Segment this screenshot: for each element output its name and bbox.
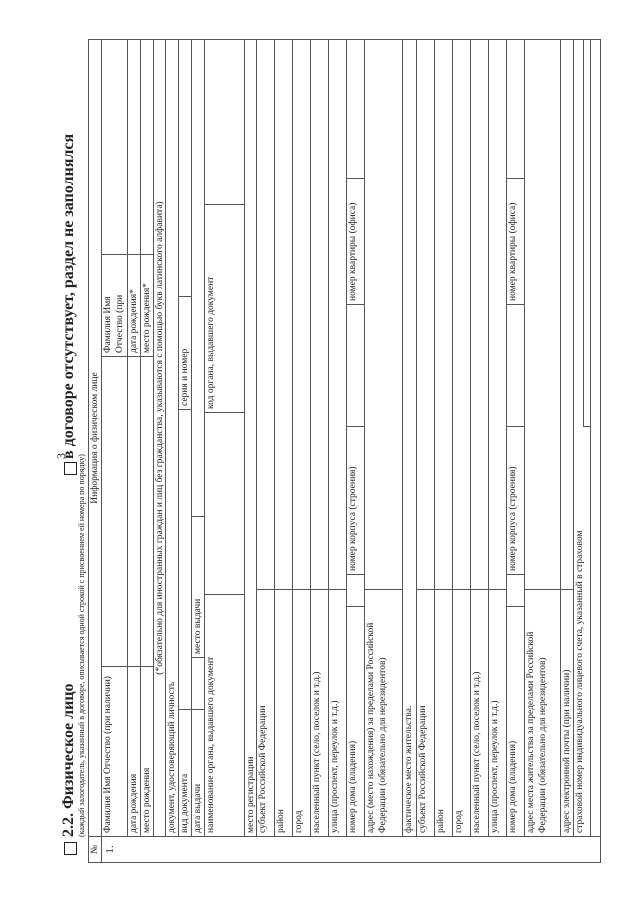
registration-label-district: район <box>274 589 293 837</box>
residence-apartment-value[interactable] <box>506 39 525 179</box>
label-issuer-code: код органа, выдавшего документ <box>204 204 245 413</box>
series-number-value[interactable] <box>178 39 192 297</box>
registration-abroad-value[interactable] <box>364 39 403 590</box>
issue-date-value[interactable] <box>191 657 205 710</box>
registration-label-subject: субъект Российской Федерации <box>256 589 275 837</box>
issuer-code-value[interactable] <box>204 39 245 205</box>
issue-place-value[interactable] <box>191 39 205 517</box>
residence-label-street: улица (проспект, переулок и т.д.) <box>488 589 507 837</box>
registration-building-value[interactable] <box>346 304 365 427</box>
registration-district-value[interactable] <box>274 39 293 590</box>
fio-value[interactable] <box>101 356 128 667</box>
registration-label-city: город <box>292 589 311 837</box>
residence-city-value[interactable] <box>452 39 471 590</box>
label-issue-date: дата выдачи <box>191 709 205 837</box>
label-doc-type: вид документа <box>178 709 192 837</box>
registration-label-house: номер дома (владения) <box>346 606 365 837</box>
section-absent-label: в договоре отсутствует, раздел не заполн… <box>60 133 77 459</box>
email-value[interactable] <box>560 39 574 590</box>
label-fio-latin: Фамилия Имя Отчество (при наличии)* <box>101 254 128 357</box>
residence-label-apartment: номер квартиры (офиса) <box>506 178 525 305</box>
doc-type-value[interactable] <box>178 409 192 710</box>
section-absent-checkbox[interactable] <box>64 462 77 475</box>
registration-street-value[interactable] <box>328 39 347 590</box>
residence-label-subject: субъект Российской Федерации <box>416 589 435 837</box>
label-pob-latin: место рождения* <box>140 254 154 357</box>
residence-house-value[interactable] <box>506 574 525 607</box>
label-issue-place: место выдачи <box>191 516 205 658</box>
residence-label-abroad: адрес места жительства за пределами Росс… <box>524 589 561 837</box>
registration-house-value[interactable] <box>346 574 365 607</box>
label-series-number: серия и номер <box>178 296 192 410</box>
registration-city-value[interactable] <box>292 39 311 590</box>
residence-street-value[interactable] <box>488 39 507 590</box>
registration-settlement-value[interactable] <box>310 39 329 590</box>
registration-label-apartment: номер квартиры (офиса) <box>346 178 365 305</box>
fio-latin-value[interactable] <box>101 39 128 255</box>
residence-label-house: номер дома (владения) <box>506 606 525 837</box>
section-subtitle: (каждый залогодатель, указанный в догово… <box>77 454 86 837</box>
residence-label-building: номер корпуса (строения) <box>506 426 525 575</box>
residence-building-value[interactable] <box>506 304 525 427</box>
registration-label-abroad: адрес (место нахождения) за пределами Ро… <box>364 589 403 837</box>
label-id-document: документ, удостоверяющий личность <box>165 39 179 837</box>
residence-label-city: город <box>452 589 471 837</box>
registration-label-settlement: населенный пункт (село, поселок и т.д.) <box>310 589 329 837</box>
residence-heading: фактическое место жительства. <box>402 39 417 837</box>
residence-district-value[interactable] <box>434 39 453 590</box>
registration-apartment-value[interactable] <box>346 39 365 179</box>
residence-label-district: район <box>434 589 453 837</box>
label-fio: Фамилия Имя Отчество (при наличии) <box>101 666 128 837</box>
residence-settlement-value[interactable] <box>470 39 489 590</box>
pob-latin-value[interactable] <box>140 39 154 255</box>
label-issuer-name: наименование органа, выдавшего документ <box>204 594 245 837</box>
section-title: 2.2. Физическое лицо <box>60 683 77 837</box>
row-number: 1. <box>101 836 601 863</box>
issuer-name-value[interactable] <box>204 412 245 595</box>
snils-continuation[interactable] <box>590 39 601 837</box>
label-dob-latin: дата рождения* <box>127 254 141 357</box>
registration-label-building: номер корпуса (строения) <box>346 426 365 575</box>
col-number-header: № п/п <box>88 836 102 863</box>
label-pob: место рождения <box>140 666 154 837</box>
col-info-header: Информация о физическом лице <box>88 39 102 837</box>
pob-value[interactable] <box>140 356 154 667</box>
registration-label-street: улица (проспект, переулок и т.д.) <box>328 589 347 837</box>
residence-label-settlement: населенный пункт (село, поселок и т.д.) <box>470 589 489 837</box>
residence-abroad-value[interactable] <box>524 39 561 590</box>
dob-value[interactable] <box>127 356 141 667</box>
section-checkbox[interactable] <box>64 842 77 855</box>
dob-latin-value[interactable] <box>127 39 141 255</box>
registration-subject-value[interactable] <box>256 39 275 590</box>
label-dob: дата рождения <box>127 666 141 837</box>
residence-subject-value[interactable] <box>416 39 435 590</box>
label-email: адрес электронной почты (при наличии) <box>560 589 574 837</box>
